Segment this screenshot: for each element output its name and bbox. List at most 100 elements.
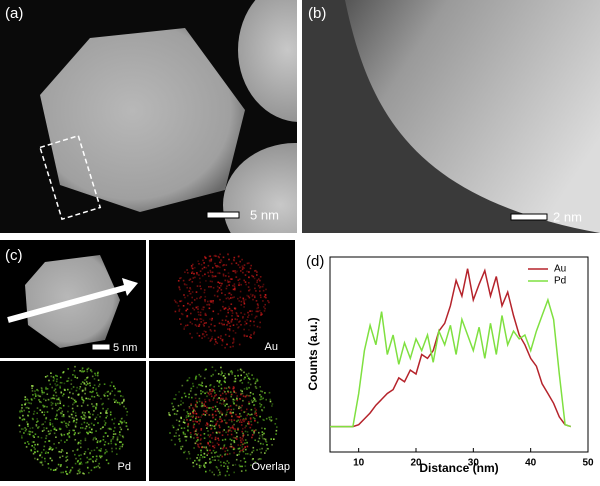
speckle bbox=[236, 318, 238, 321]
speckle bbox=[227, 429, 230, 431]
speckle bbox=[192, 382, 194, 385]
speckle bbox=[196, 401, 198, 404]
speckle bbox=[92, 405, 94, 408]
speckle bbox=[43, 429, 45, 431]
speckle bbox=[29, 433, 31, 436]
speckle bbox=[214, 275, 217, 278]
speckle bbox=[39, 454, 41, 457]
speckle bbox=[269, 418, 271, 421]
speckle bbox=[209, 384, 212, 386]
speckle bbox=[175, 419, 178, 421]
speckle bbox=[90, 449, 93, 452]
speckle bbox=[241, 392, 244, 395]
x-tick-label: 40 bbox=[525, 458, 537, 469]
speckle bbox=[90, 469, 93, 472]
speckle bbox=[186, 379, 188, 382]
speckle bbox=[33, 397, 36, 400]
speckle bbox=[232, 427, 235, 430]
speckle bbox=[225, 422, 228, 425]
speckle bbox=[121, 443, 124, 446]
speckle bbox=[21, 435, 23, 437]
speckle bbox=[238, 343, 241, 346]
speckle bbox=[55, 404, 57, 406]
speckle bbox=[242, 448, 244, 451]
speckle bbox=[227, 322, 229, 325]
speckle bbox=[62, 393, 65, 395]
speckle bbox=[230, 303, 233, 305]
speckle bbox=[77, 394, 80, 396]
speckle bbox=[201, 401, 203, 404]
speckle bbox=[240, 283, 242, 286]
speckle bbox=[40, 437, 43, 439]
speckle bbox=[261, 427, 263, 429]
speckle bbox=[107, 408, 109, 410]
speckle bbox=[213, 385, 215, 388]
speckle bbox=[48, 433, 50, 435]
speckle bbox=[243, 301, 245, 303]
speckle bbox=[104, 451, 107, 454]
speckle bbox=[216, 380, 219, 382]
speckle bbox=[236, 415, 239, 418]
speckle bbox=[200, 405, 203, 407]
speckle bbox=[184, 450, 186, 453]
speckle bbox=[92, 387, 95, 389]
speckle bbox=[234, 377, 237, 380]
speckle bbox=[97, 414, 99, 416]
speckle bbox=[262, 300, 264, 302]
speckle bbox=[221, 319, 224, 322]
speckle bbox=[203, 404, 205, 407]
speckle bbox=[252, 294, 254, 296]
speckle bbox=[246, 319, 248, 321]
speckle bbox=[23, 432, 25, 434]
speckle bbox=[220, 397, 222, 400]
speckle bbox=[183, 422, 186, 424]
speckle bbox=[221, 339, 224, 341]
speckle bbox=[74, 376, 76, 378]
speckle bbox=[220, 289, 223, 291]
speckle bbox=[276, 426, 278, 428]
panel-label: (a) bbox=[5, 5, 23, 22]
speckle bbox=[72, 398, 74, 400]
speckle bbox=[232, 436, 235, 439]
speckle bbox=[273, 438, 275, 440]
speckle bbox=[225, 315, 228, 318]
speckle bbox=[125, 422, 128, 424]
speckle bbox=[68, 432, 70, 434]
speckle bbox=[236, 420, 238, 423]
speckle bbox=[249, 395, 251, 397]
speckle bbox=[255, 409, 257, 411]
speckle bbox=[85, 462, 87, 464]
speckle bbox=[198, 274, 200, 276]
speckle bbox=[243, 447, 245, 450]
speckle bbox=[204, 447, 207, 449]
speckle bbox=[250, 399, 253, 402]
speckle bbox=[34, 443, 36, 446]
speckle bbox=[30, 402, 32, 405]
speckle bbox=[51, 402, 54, 405]
speckle bbox=[107, 398, 110, 400]
speckle bbox=[254, 412, 256, 414]
speckle bbox=[214, 452, 216, 454]
speckle bbox=[70, 383, 73, 385]
x-tick-label: 10 bbox=[353, 458, 365, 469]
speckle bbox=[189, 321, 192, 324]
speckle bbox=[118, 433, 121, 436]
speckle bbox=[225, 431, 227, 434]
speckle bbox=[31, 417, 34, 420]
speckle bbox=[248, 403, 250, 405]
speckle bbox=[73, 429, 75, 432]
y-axis-label: Counts (a.u.) bbox=[306, 317, 320, 390]
speckle bbox=[188, 290, 191, 292]
speckle bbox=[186, 269, 188, 271]
speckle bbox=[174, 301, 177, 303]
speckle bbox=[246, 270, 248, 273]
speckle bbox=[192, 420, 194, 423]
speckle bbox=[223, 429, 225, 431]
speckle bbox=[274, 423, 277, 425]
speckle bbox=[238, 282, 241, 284]
speckle bbox=[263, 432, 265, 435]
speckle bbox=[210, 393, 212, 395]
speckle bbox=[23, 409, 25, 412]
speckle bbox=[253, 397, 255, 399]
speckle bbox=[246, 375, 249, 377]
